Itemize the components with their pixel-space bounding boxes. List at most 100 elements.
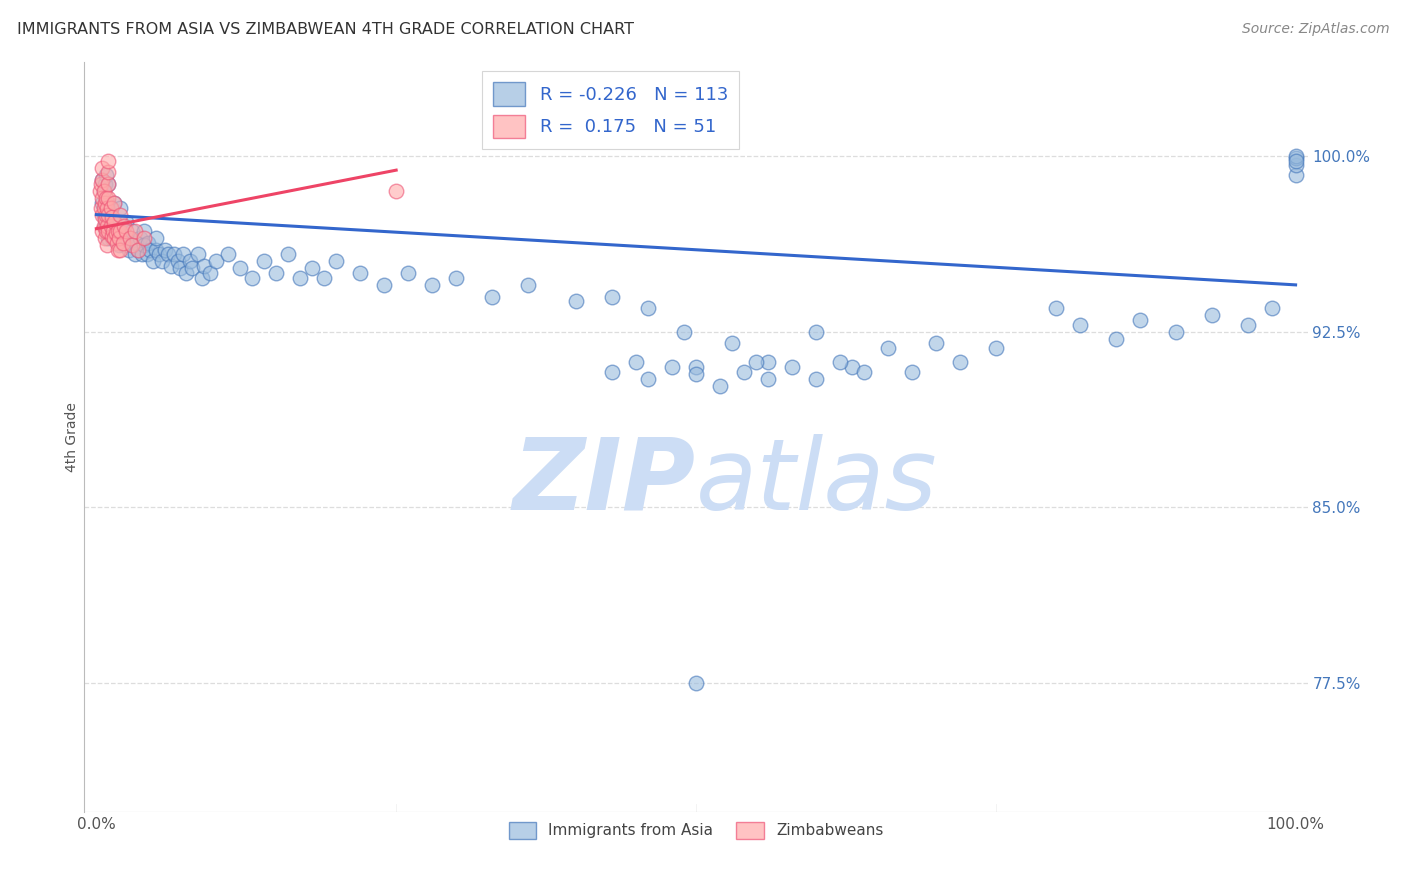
Point [127,243,149,257]
Point [876,341,898,355]
Point [93,219,117,234]
Point [600,365,623,379]
Point [685,359,707,374]
Point [121,224,143,238]
Point [110,243,132,257]
Point [100,219,122,234]
Point [103,195,125,210]
Point [517,277,540,292]
Point [93,208,115,222]
Point [93,184,115,198]
Point [90,177,112,191]
Point [97,231,120,245]
Point [91,172,114,186]
Point [96,201,118,215]
Point [163,247,186,261]
Point [93,219,115,234]
Point [709,378,731,392]
Point [229,261,252,276]
Point [93,231,117,245]
Point [1105,332,1128,346]
Point [179,254,201,268]
Point [159,259,181,273]
Point [148,247,170,261]
Point [110,224,132,238]
Point [115,214,138,228]
Point [721,336,744,351]
Legend: Immigrants from Asia, Zimbabweans: Immigrants from Asia, Zimbabweans [502,815,890,846]
Point [94,208,117,222]
Point [127,243,149,257]
Point [128,231,150,245]
Point [949,355,972,369]
Point [93,184,115,198]
Point [637,371,659,385]
Point [101,224,124,238]
Point [1284,158,1306,172]
Point [96,238,118,252]
Point [134,238,156,252]
Point [97,195,120,210]
Point [481,290,503,304]
Point [1284,168,1306,182]
Point [131,247,153,261]
Point [804,325,827,339]
Point [1129,313,1152,327]
Point [290,271,312,285]
Point [852,365,875,379]
Point [139,243,162,257]
Point [101,231,124,245]
Point [685,367,707,381]
Point [325,254,347,268]
Point [142,254,165,268]
Point [111,224,134,238]
Point [104,224,127,238]
Point [145,231,167,245]
Point [420,277,443,292]
Point [1284,152,1306,166]
Point [373,277,395,292]
Point [745,355,768,369]
Point [118,243,141,257]
Point [93,201,115,215]
Point [349,266,371,280]
Point [174,266,197,280]
Point [118,231,141,245]
Point [100,224,122,238]
Point [1284,153,1306,168]
Point [124,224,146,238]
Point [125,235,148,250]
Point [103,195,125,210]
Point [103,214,125,228]
Point [93,212,117,227]
Point [97,208,120,222]
Point [661,359,683,374]
Point [91,224,114,238]
Text: atlas: atlas [696,434,938,531]
Y-axis label: 4th Grade: 4th Grade [65,402,79,472]
Point [105,235,128,250]
Point [264,266,287,280]
Point [111,235,134,250]
Point [96,224,118,238]
Point [105,231,128,245]
Point [97,208,120,222]
Point [91,195,114,210]
Point [841,359,863,374]
Point [94,191,117,205]
Point [112,219,135,234]
Point [107,243,129,257]
Text: ZIP: ZIP [513,434,696,531]
Point [108,238,131,252]
Point [301,261,323,276]
Point [91,208,114,222]
Point [91,161,114,175]
Point [91,172,114,186]
Point [600,290,623,304]
Point [444,271,467,285]
Point [200,266,222,280]
Point [624,355,647,369]
Point [1069,318,1091,332]
Point [112,238,135,252]
Point [89,184,111,198]
